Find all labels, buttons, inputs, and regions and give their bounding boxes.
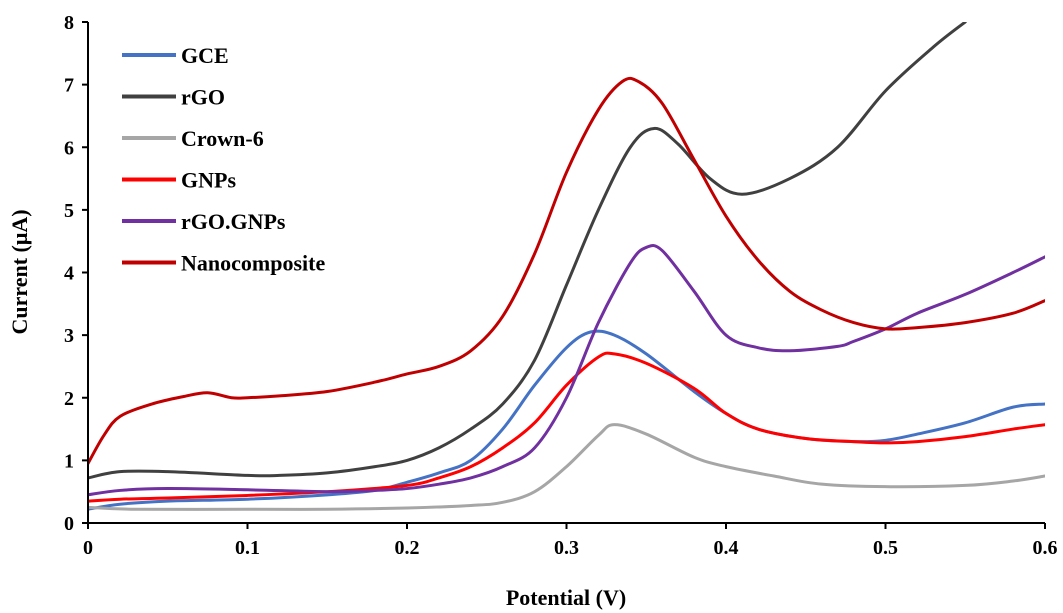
series-line-rgo xyxy=(88,22,967,480)
x-tick-label: 0 xyxy=(83,537,93,559)
y-tick-label: 2 xyxy=(64,388,74,410)
legend-label: rGO xyxy=(181,85,225,110)
y-tick-label: 5 xyxy=(64,200,74,222)
x-tick-label: 0.4 xyxy=(714,537,739,559)
y-tick-label: 7 xyxy=(64,75,74,97)
y-tick-label: 3 xyxy=(64,325,74,347)
series-line-crown-6 xyxy=(88,423,1045,511)
legend-label: rGO.GNPs xyxy=(181,209,286,234)
legend-item: rGO.GNPs xyxy=(122,209,286,234)
legend-item: GNPs xyxy=(122,168,236,193)
legend-label: GCE xyxy=(181,43,229,68)
series-layer xyxy=(88,22,1045,511)
x-tick-label: 0.1 xyxy=(235,537,260,559)
x-tick-label: 0.3 xyxy=(554,537,579,559)
y-tick-label: 0 xyxy=(64,513,74,535)
x-tick-label: 0.6 xyxy=(1033,537,1058,559)
ticks-layer: 0 1 2 3 4 5 6 7 8 0 0.1 0.2 0.3 0.4 0.5 0.6 xyxy=(64,12,1058,559)
series-line-gce xyxy=(88,329,1045,511)
series-line-gnps xyxy=(88,351,1045,503)
legend: GCE rGO Crown-6 GNPs rGO.GNPs Nanocomposite xyxy=(122,43,325,276)
legend-label: Crown-6 xyxy=(181,126,264,151)
y-tick-label: 6 xyxy=(64,137,74,159)
y-tick-label: 8 xyxy=(64,12,74,34)
legend-item: Crown-6 xyxy=(122,126,264,151)
legend-label: GNPs xyxy=(181,168,236,193)
x-tick-label: 0.2 xyxy=(395,537,420,559)
y-tick-label: 4 xyxy=(64,263,74,285)
y-axis-title: Current (μA) xyxy=(7,209,32,334)
legend-item: Nanocomposite xyxy=(122,251,325,276)
x-tick-label: 0.5 xyxy=(873,537,898,559)
series-line-nanocomposite xyxy=(88,76,1045,466)
y-tick-label: 1 xyxy=(64,450,74,472)
series-line-rgo-gnps xyxy=(88,243,1045,497)
legend-item: rGO xyxy=(122,85,225,110)
x-axis-title: Potential (V) xyxy=(506,585,626,610)
legend-label: Nanocomposite xyxy=(181,251,325,276)
legend-item: GCE xyxy=(122,43,229,68)
